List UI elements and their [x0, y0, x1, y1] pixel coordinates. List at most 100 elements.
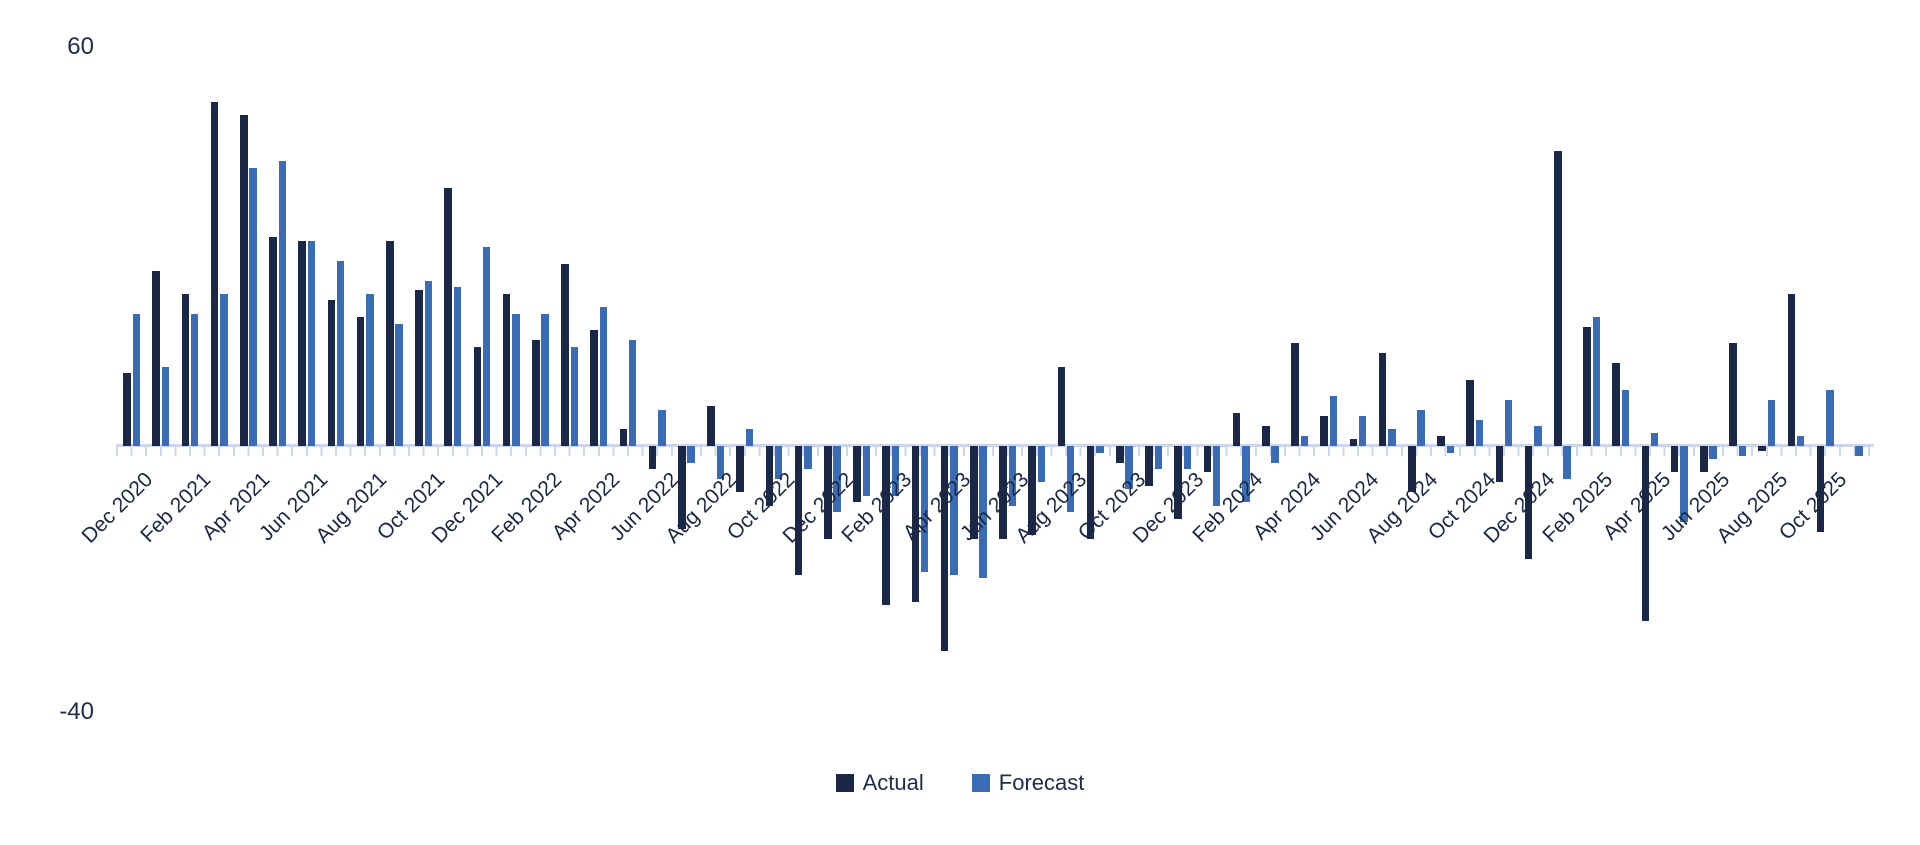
bar-forecast-aug-2021 [366, 293, 374, 446]
bar-actual-jul-2024 [1378, 353, 1387, 446]
bar-forecast-nov-2023 [1154, 446, 1163, 470]
bar-actual-jan-2023 [853, 446, 861, 503]
bar-actual-may-2023 [970, 446, 978, 539]
bar-actual-mar-2021 [210, 101, 219, 446]
bar-actual-feb-2024 [1232, 412, 1241, 446]
bar-forecast-jul-2022 [687, 446, 695, 463]
bar-actual-sep-2022 [736, 446, 744, 493]
bar-forecast-jan-2025 [1563, 446, 1571, 480]
bar-forecast-mar-2023 [920, 446, 929, 572]
bar-forecast-may-2023 [979, 446, 987, 579]
bar-forecast-feb-2023 [891, 446, 900, 496]
bar-actual-feb-2021 [181, 293, 190, 446]
bar-actual-nov-2021 [444, 187, 452, 446]
bar-actual-jan-2021 [152, 270, 160, 446]
bar-actual-mar-2025 [1612, 363, 1620, 446]
bar-forecast-jan-2023 [862, 446, 871, 496]
bar-forecast-mar-2021 [220, 293, 228, 446]
forecast-swatch-icon [971, 774, 990, 792]
bar-actual-jun-2023 [999, 446, 1007, 539]
bar-actual-apr-2025 [1641, 446, 1650, 622]
bar-forecast-oct-2022 [774, 446, 783, 480]
y-axis-min-label: -40 [59, 698, 94, 725]
bar-forecast-dec-2024 [1534, 426, 1542, 446]
bar-actual-dec-2024 [1524, 446, 1533, 559]
y-axis-max-label: 60 [67, 33, 94, 60]
bar-actual-may-2025 [1670, 446, 1679, 473]
bar-actual-nov-2023 [1145, 446, 1153, 486]
bar-actual-jul-2022 [678, 446, 686, 529]
bar-actual-apr-2021 [240, 115, 248, 446]
bar-actual-oct-2025 [1816, 446, 1825, 533]
bar-forecast-apr-2021 [249, 167, 257, 446]
bar-actual-nov-2024 [1495, 446, 1504, 483]
bar-forecast-jan-2021 [161, 366, 170, 446]
bar-actual-jul-2023 [1028, 446, 1036, 536]
bar-forecast-jul-2025 [1738, 446, 1747, 456]
bar-forecast-may-2024 [1329, 396, 1338, 446]
bar-forecast-mar-2022 [570, 346, 579, 446]
bar-forecast-oct-2023 [1125, 446, 1133, 490]
bar-actual-aug-2022 [707, 406, 715, 446]
bar-actual-mar-2024 [1262, 426, 1270, 446]
bar-actual-mar-2022 [561, 263, 569, 446]
bar-forecast-oct-2025 [1826, 389, 1834, 446]
bar-actual-oct-2024 [1466, 379, 1474, 446]
x-axis-line [116, 444, 1874, 447]
bar-forecast-apr-2022 [599, 306, 608, 446]
bar-forecast-mar-2025 [1621, 389, 1630, 446]
bar-actual-jul-2025 [1729, 343, 1737, 446]
bar-actual-feb-2023 [882, 446, 890, 605]
bar-actual-sep-2025 [1787, 293, 1796, 446]
bar-forecast-apr-2025 [1650, 432, 1659, 446]
bar-forecast-nov-2024 [1504, 399, 1513, 446]
bar-actual-jul-2021 [327, 300, 336, 446]
bar-forecast-oct-2021 [424, 280, 433, 446]
bar-forecast-aug-2025 [1767, 399, 1776, 446]
bar-forecast-oct-2024 [1475, 419, 1484, 446]
bar-actual-feb-2022 [532, 340, 540, 446]
bar-forecast-jun-2021 [307, 240, 316, 446]
legend: Actual Forecast [0, 770, 1920, 796]
bar-forecast-dec-2022 [833, 446, 841, 513]
bar-actual-jun-2025 [1700, 446, 1708, 473]
bar-actual-dec-2021 [473, 346, 482, 446]
bar-forecast-sep-2024 [1446, 446, 1455, 453]
bar-forecast-sep-2022 [745, 429, 754, 446]
bar-actual-dec-2023 [1174, 446, 1182, 519]
x-axis-ticks [116, 447, 1876, 456]
bar-forecast-jun-2022 [658, 409, 666, 446]
bar-forecast-dec-2021 [482, 247, 491, 446]
bar-actual-jun-2022 [648, 446, 657, 470]
bar-actual-oct-2022 [765, 446, 774, 506]
bar-actual-dec-2022 [824, 446, 832, 539]
bar-forecast-jun-2023 [1008, 446, 1017, 506]
bar-actual-sep-2021 [386, 240, 394, 446]
bar-forecast-jun-2025 [1709, 446, 1717, 460]
bar-forecast-sep-2025 [1796, 436, 1805, 446]
legend-label-forecast: Forecast [998, 770, 1085, 795]
bar-forecast-jul-2023 [1037, 446, 1046, 483]
bar-actual-oct-2021 [415, 290, 423, 446]
bar-forecast-may-2021 [278, 161, 287, 446]
bar-actual-apr-2023 [940, 446, 949, 652]
bar-forecast-apr-2023 [950, 446, 958, 576]
bar-actual-may-2024 [1320, 416, 1328, 446]
bar-forecast-may-2025 [1680, 446, 1688, 523]
legend-label-actual: Actual [862, 770, 924, 795]
bar-forecast-nov-2025 [1855, 446, 1863, 456]
bar-actual-jun-2024 [1349, 439, 1358, 446]
bar-actual-aug-2021 [356, 316, 365, 446]
bar-forecast-sep-2021 [395, 323, 403, 446]
bar-forecast-mar-2024 [1271, 446, 1279, 463]
bar-actual-sep-2024 [1437, 436, 1445, 446]
bar-forecast-feb-2021 [190, 313, 199, 446]
bar-actual-nov-2022 [794, 446, 803, 576]
bar-actual-may-2022 [619, 429, 628, 446]
bar-forecast-sep-2023 [1096, 446, 1104, 453]
bar-forecast-aug-2022 [716, 446, 725, 480]
bar-actual-jun-2021 [298, 240, 306, 446]
legend-item-actual: Actual [835, 770, 924, 796]
bar-forecast-aug-2023 [1066, 446, 1075, 513]
